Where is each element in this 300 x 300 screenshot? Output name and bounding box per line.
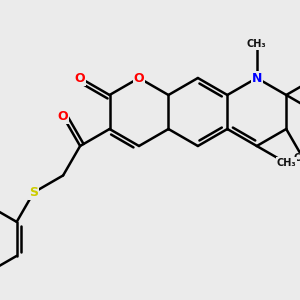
Text: CH₃: CH₃	[293, 153, 300, 164]
Text: O: O	[75, 71, 86, 85]
Text: CH₃: CH₃	[276, 158, 296, 168]
Text: O: O	[134, 71, 144, 85]
Text: O: O	[58, 110, 68, 123]
Text: N: N	[252, 71, 262, 85]
Text: S: S	[29, 186, 38, 199]
Text: CH₃: CH₃	[247, 39, 267, 49]
